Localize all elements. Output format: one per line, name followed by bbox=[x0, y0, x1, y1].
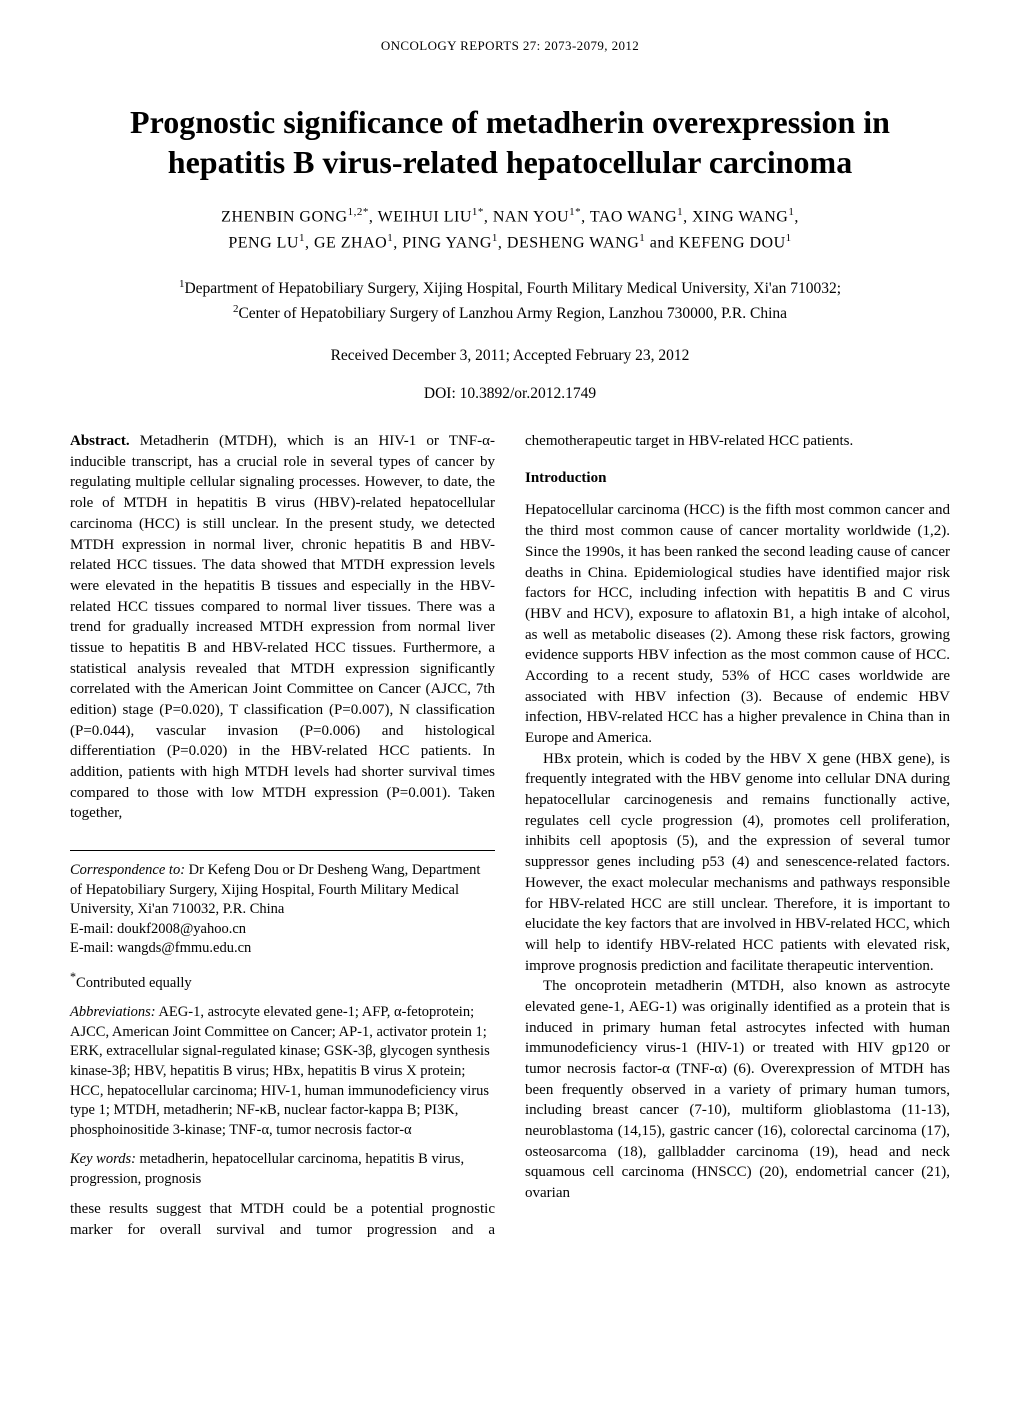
author-sep-9: and KEFENG DOU bbox=[645, 234, 785, 251]
author-sep-4: , XING WANG bbox=[683, 208, 788, 225]
author-sep-5: , bbox=[794, 208, 799, 225]
title-line-1: Prognostic significance of metadherin ov… bbox=[130, 104, 890, 140]
correspondence: Correspondence to: Dr Kefeng Dou or Dr D… bbox=[70, 861, 495, 959]
abstract-paragraph: Abstract. Metadherin (MTDH), which is an… bbox=[70, 431, 495, 824]
author-sep-7: , PING YANG bbox=[393, 234, 492, 251]
abbreviations: Abbreviations: AEG-1, astrocyte elevated… bbox=[70, 1003, 495, 1140]
doi: DOI: 10.3892/or.2012.1749 bbox=[70, 385, 950, 403]
affil-2: Center of Hepatobiliary Surgery of Lanzh… bbox=[238, 305, 787, 322]
author-list: ZHENBIN GONG1,2*, WEIHUI LIU1*, NAN YOU1… bbox=[70, 204, 950, 256]
author-sep-1: , WEIHUI LIU bbox=[369, 208, 472, 225]
author-10-sup: 1 bbox=[786, 232, 792, 244]
title-line-2: hepatitis B virus-related hepatocellular… bbox=[168, 144, 852, 180]
intro-paragraph-2: HBx protein, which is coded by the HBV X… bbox=[525, 749, 950, 977]
author-1: ZHENBIN GONG bbox=[221, 208, 347, 225]
intro-paragraph-1: Hepatocellular carcinoma (HCC) is the fi… bbox=[525, 500, 950, 748]
keywords-label: Key words: bbox=[70, 1151, 136, 1167]
correspondence-email-2: E-mail: wangds@fmmu.edu.cn bbox=[70, 940, 251, 956]
author-sep-3: , TAO WANG bbox=[581, 208, 677, 225]
author-sep-8: , DESHENG WANG bbox=[498, 234, 639, 251]
footnote-rule bbox=[70, 850, 495, 851]
introduction-heading: Introduction bbox=[525, 468, 950, 489]
author-6: PENG LU bbox=[228, 234, 299, 251]
contributed-equally-text: Contributed equally bbox=[76, 975, 192, 991]
footnote-block: Correspondence to: Dr Kefeng Dou or Dr D… bbox=[70, 850, 495, 1189]
article-title: Prognostic significance of metadherin ov… bbox=[70, 102, 950, 182]
intro-paragraph-3: The oncoprotein metadherin (MTDH, also k… bbox=[525, 976, 950, 1204]
abstract-label: Abstract. bbox=[70, 433, 130, 449]
keywords: Key words: metadherin, hepatocellular ca… bbox=[70, 1150, 495, 1189]
running-head: ONCOLOGY REPORTS 27: 2073-2079, 2012 bbox=[70, 38, 950, 54]
author-sep-2: , NAN YOU bbox=[484, 208, 569, 225]
affiliations: 1Department of Hepatobiliary Surgery, Xi… bbox=[70, 276, 950, 325]
contributed-equally: *Contributed equally bbox=[70, 969, 495, 993]
author-3-sup: 1* bbox=[569, 206, 581, 218]
abstract-text: Metadherin (MTDH), which is an HIV-1 or … bbox=[70, 433, 495, 821]
author-1-sup: 1,2* bbox=[348, 206, 369, 218]
received-accepted-dates: Received December 3, 2011; Accepted Febr… bbox=[70, 347, 950, 365]
correspondence-label: Correspondence to: bbox=[70, 862, 185, 878]
author-2-sup: 1* bbox=[472, 206, 484, 218]
body-columns: Abstract. Metadherin (MTDH), which is an… bbox=[70, 431, 950, 1241]
author-sep-6: , GE ZHAO bbox=[305, 234, 387, 251]
affil-1: Department of Hepatobiliary Surgery, Xij… bbox=[184, 280, 841, 297]
abbreviations-body: AEG-1, astrocyte elevated gene-1; AFP, α… bbox=[70, 1004, 490, 1137]
correspondence-email-1: E-mail: doukf2008@yahoo.cn bbox=[70, 921, 246, 937]
abbreviations-label: Abbreviations: bbox=[70, 1004, 156, 1020]
